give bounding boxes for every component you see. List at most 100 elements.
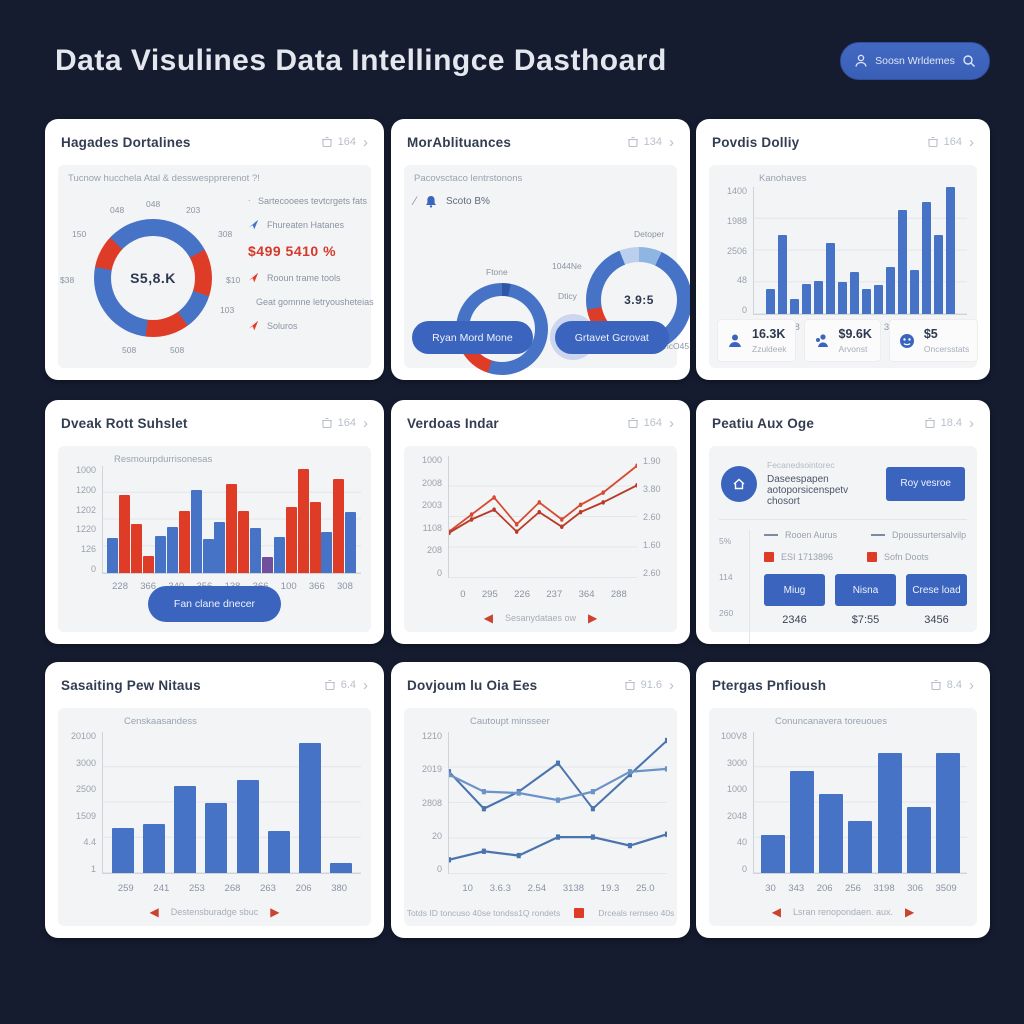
next-arrow-icon[interactable]: ▶: [588, 611, 598, 625]
chart-title: Censkaasandess: [124, 716, 197, 727]
line-chart: 1000 2008 2003 1108 208 0 1.90 3.80 2.60 1.60 2.6…: [414, 456, 667, 578]
x-axis: 259 241 253 268 263 206 380: [108, 878, 357, 894]
card-panel: 1000 2008 2003 1108 208 0 1.90 3.80 2.60 1.60 2.6…: [404, 446, 677, 632]
y-tick: 0: [90, 563, 96, 574]
legend-item: Rooen Aurus: [764, 530, 837, 540]
card-meta[interactable]: 164 ›: [627, 416, 674, 431]
bar-group: [766, 187, 787, 314]
card-meta[interactable]: 164 ›: [927, 135, 974, 150]
arrow-send-icon: [248, 219, 259, 230]
bars: [107, 732, 357, 873]
number-value: 3456: [924, 614, 949, 626]
user-pill-label: Soosn Wrldemes: [875, 55, 955, 67]
prev-arrow-icon[interactable]: ◀: [483, 611, 493, 625]
bar: [250, 528, 262, 573]
bar-group: [862, 187, 883, 314]
stat-value: 16.3K: [752, 327, 786, 341]
bar-chart: 1400 1988 2506 48 0: [719, 187, 967, 315]
legend-item: Sartecooees tevtcrgets fats: [248, 195, 367, 206]
stat-tile[interactable]: 16.3K Zzuldeek: [717, 319, 796, 362]
user-icon: [855, 54, 867, 67]
next-arrow-icon[interactable]: ▶: [270, 905, 280, 919]
prev-arrow-icon[interactable]: ◀: [149, 905, 159, 919]
card-meta[interactable]: 134 ›: [627, 135, 674, 150]
next-arrow-icon[interactable]: ▶: [905, 905, 915, 919]
legend-label: Totds ID toncuso 40se tondss1Q rondets: [406, 908, 561, 918]
legend-row: Rooen Aurus Dpoussurtersalvilp: [764, 530, 967, 540]
x-tick: 206: [816, 883, 833, 894]
archive-icon: [930, 679, 941, 691]
x-tick: 366: [308, 581, 325, 592]
number-value: 2346: [782, 614, 807, 626]
chevron-right-icon: ›: [669, 133, 674, 151]
y-tick: 2.60: [643, 568, 661, 578]
person-icon: [729, 334, 741, 347]
donut-label: Ftone: [486, 267, 508, 277]
card-meta[interactable]: 8.4 ›: [930, 678, 974, 693]
stat-value: $5: [923, 327, 938, 341]
prev-arrow-icon[interactable]: ◀: [771, 905, 781, 919]
y-axis: 100V8 3000 1000 2048 40 0: [719, 732, 753, 874]
card-meta[interactable]: 6.4 ›: [324, 678, 368, 693]
bar: [131, 523, 143, 573]
bar: [107, 537, 119, 573]
y-tick: 1200: [75, 484, 96, 495]
arrow-send-icon: [248, 320, 259, 331]
home-icon: [721, 465, 757, 502]
bar-group: [886, 187, 907, 314]
card-meta[interactable]: 18.4 ›: [924, 416, 974, 431]
user-search-pill[interactable]: Soosn Wrldemes: [840, 42, 990, 80]
legend-label: Fhureaten Hatanes: [267, 219, 345, 230]
cta-button[interactable]: Roy vesroe: [886, 466, 965, 501]
bar: [850, 272, 859, 314]
square-swatch-icon: [764, 552, 774, 562]
bars: [758, 732, 963, 873]
stat-tile[interactable]: $9.6K Arvonst: [803, 319, 881, 362]
y-tick: 48: [736, 275, 747, 286]
option-button[interactable]: Crese load: [906, 574, 967, 606]
mini-axis: 5%114260241: [719, 530, 749, 644]
y-axis: 1400 1988 2506 48 0: [719, 187, 753, 315]
y-tick: 20100: [70, 731, 96, 741]
y-tick: 2019: [421, 764, 442, 775]
search-icon[interactable]: [961, 53, 977, 69]
pager-row: ◀ Sesanydataes ow ▶: [404, 612, 677, 624]
bars: [758, 187, 963, 314]
x-tick: 366: [140, 581, 157, 592]
x-axis: 0 295 226 237 364 288: [452, 584, 635, 600]
x-tick: 295: [481, 589, 498, 600]
pager-label: Lsran renopondaen. aux.: [792, 907, 894, 917]
primary-button[interactable]: Ryan Mord Mone: [412, 321, 533, 354]
secondary-button[interactable]: Grtavet Gcrovat: [554, 321, 669, 354]
action-button[interactable]: Fan clane dnecer: [147, 586, 282, 622]
chevron-right-icon: ›: [363, 414, 368, 432]
stat-label: Oncersstats: [923, 344, 970, 354]
chart-legend: Totds ID toncuso 40se tondss1Q rondets D…: [404, 908, 677, 918]
x-tick: 308: [337, 581, 353, 592]
donut-label: 203: [186, 205, 201, 215]
card-meta[interactable]: 164 ›: [321, 135, 368, 150]
option-button[interactable]: Nisna: [835, 574, 896, 606]
bar: [267, 830, 290, 873]
option-button[interactable]: Miug: [764, 574, 825, 606]
card-meta[interactable]: 164 ›: [321, 416, 368, 431]
line-series: [449, 737, 667, 863]
y-tick: 1108: [422, 522, 442, 533]
legend-item: Fhureaten Hatanes: [248, 219, 367, 230]
panel-subtitle: Pacovsctaco lentrstonons: [414, 173, 523, 184]
bar: [321, 532, 333, 573]
stat-tile[interactable]: $5 Oncersstats: [888, 319, 979, 362]
person-badge-icon: [815, 333, 828, 347]
plot-area: [102, 466, 361, 574]
card-meta[interactable]: 91.6 ›: [624, 678, 674, 693]
line-swatch-icon: [871, 534, 886, 536]
bar: [778, 235, 787, 314]
bar: [214, 521, 226, 573]
x-tick: 3509: [935, 883, 957, 894]
y-tick: 2003: [421, 500, 442, 511]
x-axis: 10 3.6.3 2.54 3138 19.3 25.0: [454, 878, 663, 894]
y-tick: 1509: [75, 810, 96, 821]
chart-title: Kanohaves: [759, 173, 807, 184]
bar: [946, 187, 955, 314]
y-tick: 1: [90, 863, 96, 874]
